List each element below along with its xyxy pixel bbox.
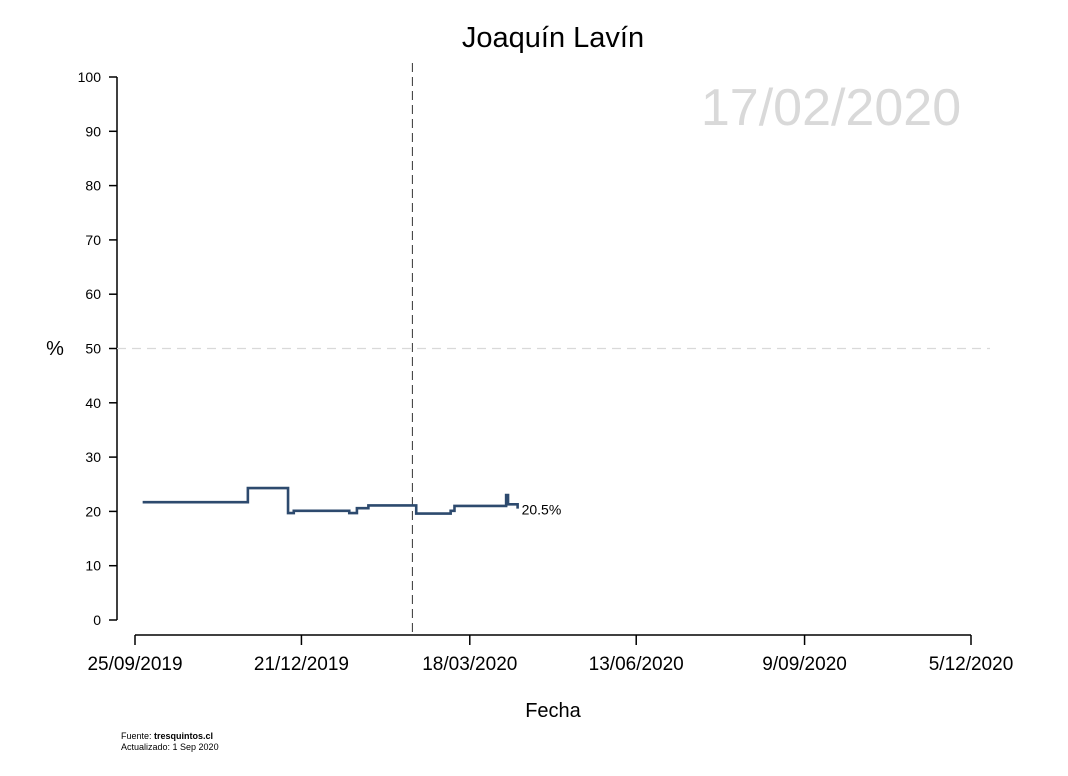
y-tick-label: 90	[85, 123, 101, 139]
y-tick-label: 40	[85, 395, 101, 411]
axes	[116, 77, 971, 636]
series-line	[142, 486, 519, 515]
x-tick-label: 25/09/2019	[87, 654, 182, 675]
y-tick-label: 30	[85, 449, 101, 465]
y-ticks: 0 10 20 30 40 50 60 70 80 90 100	[78, 69, 117, 628]
y-tick-label: 0	[93, 612, 101, 628]
watermark-date: 17/02/2020	[701, 79, 961, 137]
reference-lines	[117, 63, 990, 635]
source-line: Fuente: tresquintos.cl	[121, 731, 219, 742]
y-tick-label: 60	[85, 286, 101, 302]
x-tick-label: 5/12/2020	[929, 654, 1014, 675]
y-tick-label: 50	[85, 341, 101, 357]
y-tick-label: 20	[85, 503, 101, 519]
y-tick-label: 10	[85, 558, 101, 574]
x-tick-label: 18/03/2020	[422, 654, 517, 675]
y-tick-label: 80	[85, 178, 101, 194]
end-value-label: 20.5%	[522, 502, 562, 518]
series-layer	[142, 486, 519, 515]
updated-line: Actualizado: 1 Sep 2020	[121, 742, 219, 752]
source-name: tresquintos.cl	[154, 731, 214, 741]
footer: Fuente: tresquintos.cl Actualizado: 1 Se…	[121, 731, 219, 753]
x-axis-label: Fecha	[525, 700, 581, 722]
x-tick-label: 21/12/2019	[254, 654, 349, 675]
x-tick-label: 9/09/2020	[762, 654, 847, 675]
x-ticks: 25/09/2019 21/12/2019 18/03/2020 13/06/2020…	[87, 635, 1013, 675]
y-tick-label: 100	[78, 69, 102, 85]
y-tick-label: 70	[85, 232, 101, 248]
source-prefix: Fuente:	[121, 731, 155, 741]
x-tick-label: 13/06/2020	[589, 654, 684, 675]
chart-title: Joaquín Lavín	[462, 22, 644, 54]
y-axis-label: %	[46, 338, 64, 360]
